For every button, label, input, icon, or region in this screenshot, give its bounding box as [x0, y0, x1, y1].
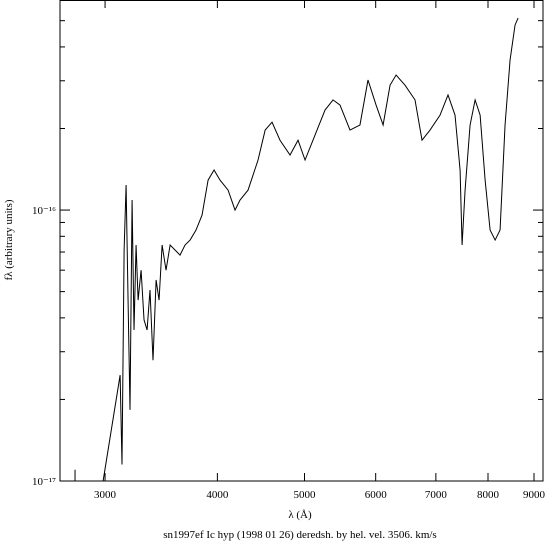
x-axis-label: λ (Å) [288, 509, 312, 521]
x-tick-label: 9000 [523, 489, 546, 501]
plot-frame [59, 0, 544, 482]
x-tick-label: 3000 [94, 489, 117, 501]
x-tick-label: 4000 [206, 489, 229, 501]
y-tick-label: 10⁻¹⁷ [32, 476, 56, 488]
spectrum-line [74, 17, 519, 482]
x-tick-label: 6000 [365, 489, 388, 501]
x-tick-label: 8000 [477, 489, 500, 501]
chart-title: sn1997ef Ic hyp (1998 01 26) deredsh. by… [163, 529, 436, 541]
x-tick-label: 5000 [294, 489, 317, 501]
x-tick-label: 7000 [425, 489, 448, 501]
y-axis-label: fλ (arbitrary units) [3, 199, 15, 280]
y-tick-label: 10⁻¹⁶ [32, 205, 56, 217]
